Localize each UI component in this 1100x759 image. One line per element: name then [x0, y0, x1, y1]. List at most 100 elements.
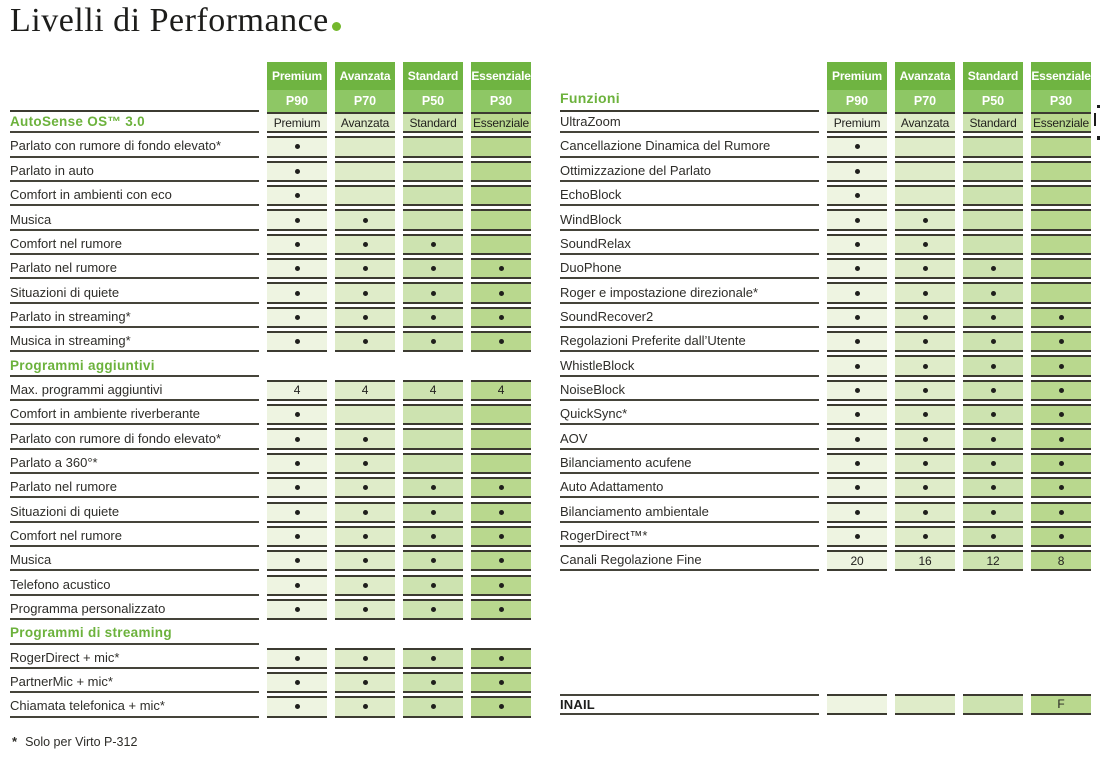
availability-cell	[895, 379, 955, 402]
availability-dot-icon	[362, 217, 368, 223]
row-label: QuickSync*	[560, 404, 819, 426]
availability-cell	[963, 477, 1023, 499]
availability-dot-icon	[498, 314, 504, 320]
tier-code-label: P30	[1031, 90, 1091, 112]
row-label: Parlato con rumore di fondo elevato*	[10, 136, 259, 158]
availability-cell	[827, 209, 887, 231]
availability-dot-icon	[498, 290, 504, 296]
table-row: Telefono acustico	[10, 574, 531, 599]
availability-dot-icon	[362, 607, 368, 613]
availability-dot-icon	[854, 168, 860, 174]
table-row: Comfort nel rumore	[10, 233, 531, 258]
availability-dot-icon	[922, 363, 928, 369]
tier-code-label: P50	[403, 90, 463, 112]
availability-dot-icon	[854, 509, 860, 515]
table-row: QuickSync*	[560, 404, 1091, 428]
availability-dot-icon	[854, 533, 860, 539]
tier-name-label: Avanzata	[335, 62, 395, 90]
row-label: UltraZoom	[560, 112, 819, 134]
empty-cell	[895, 693, 955, 715]
availability-dot-icon	[1058, 314, 1064, 320]
empty-cell	[963, 693, 1023, 715]
empty-cell	[403, 428, 463, 450]
table-row: Parlato nel rumore	[10, 258, 531, 282]
availability-dot-icon	[498, 680, 504, 686]
availability-cell	[335, 331, 395, 353]
tier-code-label: P90	[827, 90, 887, 112]
table-row: Comfort nel rumore	[10, 525, 531, 550]
availability-cell	[267, 233, 327, 256]
empty-cell	[963, 209, 1023, 231]
availability-dot-icon	[430, 339, 436, 345]
availability-cell	[895, 404, 955, 426]
value-cell: 4	[335, 379, 395, 402]
availability-cell	[1031, 404, 1091, 426]
value-cell: 4	[403, 379, 463, 402]
row-label: Auto Adattamento	[560, 477, 819, 499]
row-label: Ottimizzazione del Parlato	[560, 161, 819, 182]
availability-cell	[827, 233, 887, 256]
table-row: Parlato in streaming*	[10, 306, 531, 331]
availability-dot-icon	[294, 436, 300, 442]
footnote-text: Solo per Virto P-312	[25, 735, 138, 749]
availability-dot-icon	[294, 460, 300, 466]
row-label: Roger e impostazione direzionale*	[560, 282, 819, 304]
row-label: Comfort in ambienti con eco	[10, 185, 259, 207]
availability-dot-icon	[362, 241, 368, 247]
empty-cell	[335, 185, 395, 207]
table-row: SoundRecover2	[560, 306, 1091, 331]
availability-dot-icon	[430, 533, 436, 539]
availability-dot-icon	[430, 485, 436, 491]
availability-dot-icon	[498, 607, 504, 613]
availability-cell	[403, 331, 463, 353]
availability-cell	[827, 525, 887, 548]
table-row: Bilanciamento acufene	[560, 452, 1091, 477]
availability-dot-icon	[854, 412, 860, 418]
availability-cell	[963, 331, 1023, 353]
table-row: Bilanciamento ambientale	[560, 501, 1091, 526]
table-row: Parlato in auto	[10, 160, 531, 185]
table-row: Musica	[10, 209, 531, 233]
availability-cell	[827, 355, 887, 377]
availability-dot-icon	[362, 266, 368, 272]
availability-cell	[963, 258, 1023, 280]
edge-print-mark	[1094, 113, 1096, 126]
availability-cell	[403, 282, 463, 304]
availability-cell	[335, 696, 395, 718]
availability-cell	[895, 355, 955, 377]
page-title: Livelli di Performance	[10, 2, 341, 40]
availability-dot-icon	[498, 339, 504, 345]
empty-cell	[963, 185, 1023, 207]
table-row: RogerDirect + mic*	[10, 647, 531, 672]
availability-dot-icon	[854, 363, 860, 369]
row-label: WindBlock	[560, 209, 819, 231]
availability-dot-icon	[498, 704, 504, 710]
value-cell: Premium	[827, 112, 887, 134]
table-row: PartnerMic + mic*	[10, 671, 531, 696]
row-label: Bilanciamento ambientale	[560, 502, 819, 523]
tier-name-label: Avanzata	[895, 62, 955, 90]
availability-dot-icon	[854, 217, 860, 223]
availability-dot-icon	[498, 655, 504, 661]
availability-dot-icon	[430, 290, 436, 296]
row-label: NoiseBlock	[560, 380, 819, 402]
availability-dot-icon	[362, 509, 368, 515]
empty-cell	[1031, 209, 1091, 231]
availability-cell	[963, 428, 1023, 450]
table-row: Roger e impostazione direzionale*	[560, 282, 1091, 306]
availability-dot-icon	[294, 509, 300, 515]
availability-cell	[335, 525, 395, 548]
availability-dot-icon	[294, 217, 300, 223]
empty-cell	[471, 185, 531, 207]
availability-cell	[1031, 331, 1091, 353]
availability-cell	[335, 428, 395, 450]
availability-dot-icon	[854, 485, 860, 491]
availability-cell	[895, 452, 955, 475]
availability-dot-icon	[990, 314, 996, 320]
availability-cell	[1031, 525, 1091, 548]
availability-cell	[403, 477, 463, 499]
row-label: AOV	[560, 428, 819, 450]
row-label: Musica	[10, 209, 259, 231]
availability-dot-icon	[922, 314, 928, 320]
tier-headers-left: Premium P90 Avanzata P70 Standard P50 Essenzia…	[10, 62, 531, 112]
